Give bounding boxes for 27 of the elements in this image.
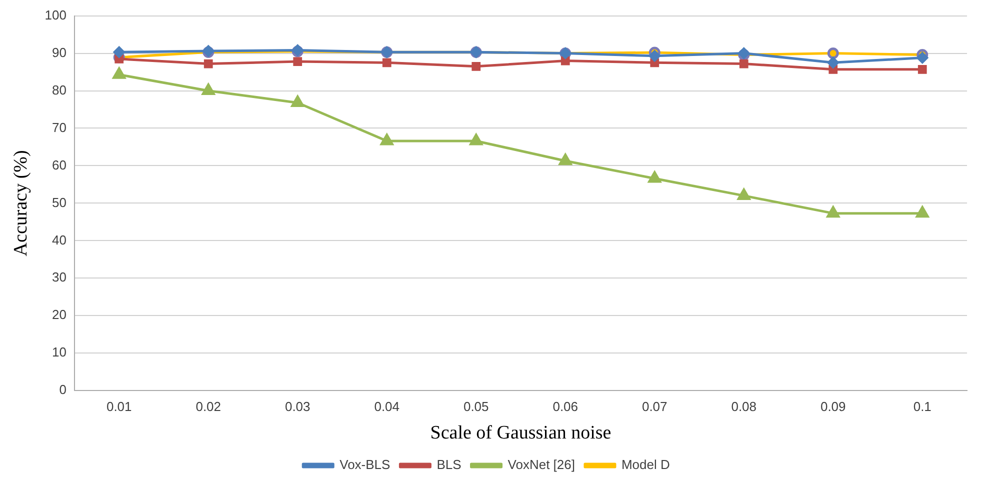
x-tick-label: 0.03: [284, 398, 310, 414]
y-tick-label: 70: [52, 120, 66, 135]
legend-label: VoxNet [26]: [508, 457, 575, 472]
y-tick-label: 90: [52, 44, 66, 60]
y-tick-label: 50: [52, 194, 66, 210]
x-tick-label: 0.1: [913, 398, 932, 414]
y-tick-label: 80: [52, 82, 66, 98]
y-tick-label: 30: [52, 270, 66, 285]
y-tick-label: 60: [52, 157, 66, 172]
y-tick-label: 20: [52, 307, 66, 322]
legend-label: Vox-BLS: [340, 457, 391, 472]
x-tick-label: 0.01: [106, 398, 132, 414]
x-tick-label: 0.07: [642, 398, 668, 414]
y-tick-label: 100: [44, 7, 66, 22]
y-tick-label: 40: [52, 232, 66, 248]
x-tick-label: 0.05: [463, 398, 489, 414]
x-tick-label: 0.08: [731, 398, 757, 414]
y-tick-label: 10: [52, 344, 66, 360]
y-tick-label: 0: [59, 382, 66, 398]
legend-label: BLS: [436, 457, 462, 472]
x-tick-label: 0.04: [374, 398, 400, 414]
x-axis-title: Scale of Gaussian noise: [430, 422, 612, 444]
x-tick-label: 0.06: [552, 398, 578, 414]
y-axis-title: Accuracy (%): [10, 150, 32, 256]
legend-label: Model D: [621, 457, 670, 472]
x-tick-label: 0.09: [820, 398, 846, 414]
x-tick-label: 0.02: [196, 398, 222, 414]
